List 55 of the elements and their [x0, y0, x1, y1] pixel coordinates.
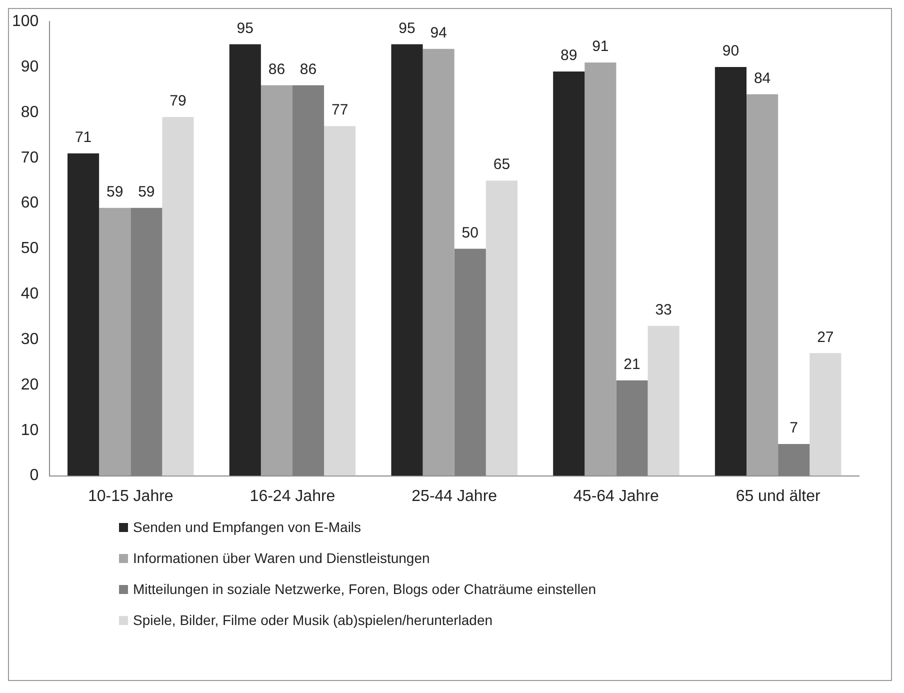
bar [584, 62, 616, 476]
bar [68, 153, 100, 476]
data-label: 86 [268, 60, 286, 78]
data-label: 59 [138, 183, 155, 200]
bar [746, 94, 778, 476]
bar [162, 116, 194, 476]
data-label: 84 [754, 70, 771, 87]
y-tick-label: 0 [30, 467, 39, 484]
data-label: 77 [331, 102, 348, 119]
data-label: 95 [236, 20, 254, 37]
y-tick-label: 60 [20, 194, 39, 212]
bar [486, 180, 518, 476]
data-label: 90 [722, 42, 740, 60]
data-label: 50 [462, 224, 478, 242]
x-tick-label: 10-15 Jahre [88, 488, 174, 505]
y-tick-label: 90 [20, 58, 39, 76]
bar [648, 326, 680, 476]
legend-label: Mitteilungen in soziale Netzwerke, Foren, Blogs oder Chaträume einstellen [133, 581, 596, 597]
data-label: 94 [430, 24, 447, 42]
bar [714, 67, 747, 476]
y-tick-label: 30 [20, 330, 39, 348]
x-tick-label: 16-24 Jahre [250, 488, 336, 505]
data-label: 27 [817, 328, 834, 346]
data-label: 59 [106, 183, 124, 200]
x-tick-label: 45-64 Jahre [574, 488, 660, 505]
legend-label: Senden und Empfangen von E-Mails [133, 519, 362, 535]
y-tick-label: 80 [20, 104, 39, 121]
x-tick-label: 25-44 Jahre [412, 488, 498, 505]
data-label: 71 [74, 128, 92, 146]
bar [229, 44, 261, 476]
data-label: 33 [655, 302, 672, 319]
y-tick-label: 50 [20, 240, 39, 258]
data-label: 65 [493, 156, 510, 174]
y-tick-label: 20 [20, 376, 39, 394]
data-label: 79 [170, 92, 186, 110]
bar [260, 85, 292, 476]
data-label: 95 [398, 20, 416, 37]
bar [391, 44, 423, 476]
bar [99, 208, 131, 476]
legend-label: Spiele, Bilder, Filme oder Musik (ab)spielen/herunterladen [133, 612, 493, 628]
data-label: 89 [560, 47, 578, 64]
y-tick-label: 100 [12, 13, 39, 30]
data-label: 21 [624, 356, 640, 374]
data-label: 7 [790, 420, 798, 437]
bar [422, 48, 454, 476]
bar [324, 126, 356, 476]
data-label: 86 [300, 60, 317, 78]
y-tick-label: 40 [20, 286, 39, 303]
bar [810, 353, 842, 476]
y-tick-label: 10 [20, 422, 39, 439]
y-tick-label: 70 [20, 149, 39, 166]
bar [553, 72, 585, 476]
x-tick-label: 65 und älter [736, 488, 821, 505]
legend-label: Informationen über Waren und Dienstleistungen [133, 550, 430, 566]
data-label: 91 [592, 38, 609, 56]
